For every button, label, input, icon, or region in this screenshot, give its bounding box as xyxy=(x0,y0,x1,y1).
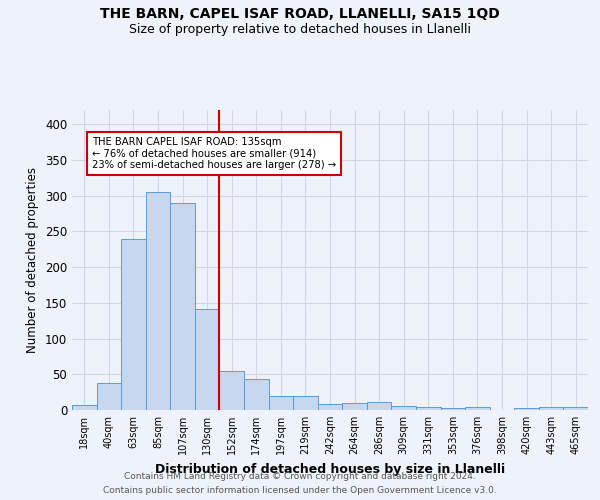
Bar xyxy=(342,403,367,410)
Bar xyxy=(170,203,195,410)
Text: Contains HM Land Registry data © Crown copyright and database right 2024.: Contains HM Land Registry data © Crown c… xyxy=(124,472,476,481)
Text: Contains public sector information licensed under the Open Government Licence v3: Contains public sector information licen… xyxy=(103,486,497,495)
Text: THE BARN CAPEL ISAF ROAD: 135sqm
← 76% of detached houses are smaller (914)
23% : THE BARN CAPEL ISAF ROAD: 135sqm ← 76% o… xyxy=(92,137,336,170)
Bar xyxy=(367,402,391,410)
Bar xyxy=(318,404,342,410)
Bar xyxy=(539,407,563,410)
Y-axis label: Number of detached properties: Number of detached properties xyxy=(26,167,40,353)
Bar xyxy=(416,407,440,410)
Bar xyxy=(220,370,244,410)
Bar xyxy=(121,238,146,410)
Bar xyxy=(440,408,465,410)
X-axis label: Distribution of detached houses by size in Llanelli: Distribution of detached houses by size … xyxy=(155,462,505,475)
Bar xyxy=(293,396,318,410)
Bar xyxy=(244,378,269,410)
Text: THE BARN, CAPEL ISAF ROAD, LLANELLI, SA15 1QD: THE BARN, CAPEL ISAF ROAD, LLANELLI, SA1… xyxy=(100,8,500,22)
Bar xyxy=(72,405,97,410)
Text: Size of property relative to detached houses in Llanelli: Size of property relative to detached ho… xyxy=(129,22,471,36)
Bar xyxy=(269,396,293,410)
Bar xyxy=(514,408,539,410)
Bar xyxy=(391,406,416,410)
Bar xyxy=(563,407,588,410)
Bar xyxy=(465,407,490,410)
Bar xyxy=(97,383,121,410)
Bar xyxy=(146,192,170,410)
Bar xyxy=(195,310,220,410)
